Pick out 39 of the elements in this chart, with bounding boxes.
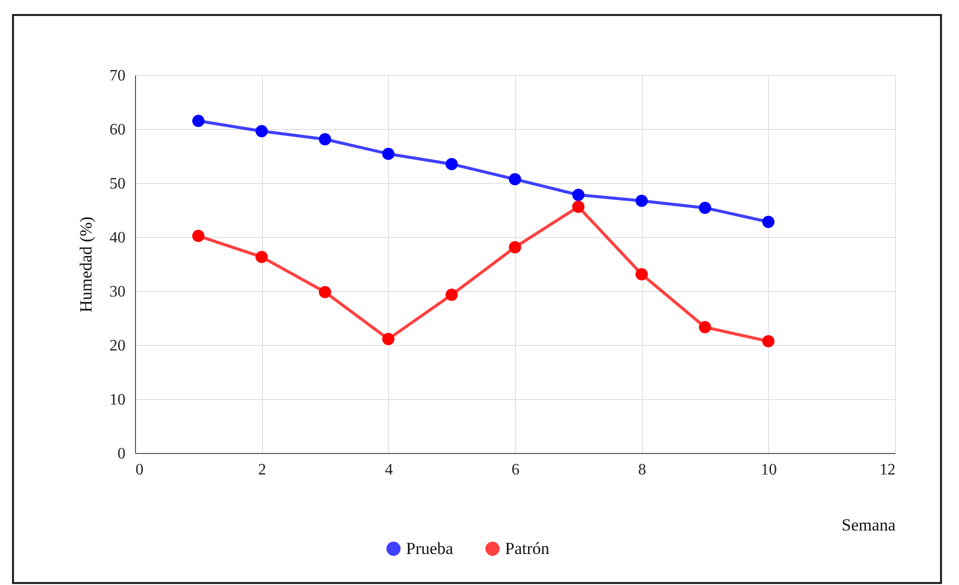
y-tick-label: 30 — [110, 284, 126, 300]
y-axis-title: Humedad (%) — [76, 216, 96, 312]
x-axis-title: Semana — [842, 516, 896, 534]
x-tick-label: 10 — [760, 462, 777, 478]
point — [698, 202, 712, 214]
point — [318, 133, 332, 146]
point — [382, 332, 394, 346]
y-tick-label: 0 — [118, 446, 126, 462]
point — [508, 173, 522, 186]
point — [636, 268, 648, 280]
point — [572, 188, 584, 201]
point — [256, 250, 268, 264]
point — [382, 148, 394, 160]
x-tick-label: 6 — [512, 462, 520, 478]
y-tick-label: 70 — [110, 68, 126, 84]
legend-label: Patrón — [505, 538, 550, 558]
y-tick-label: 10 — [110, 392, 126, 408]
point — [698, 321, 712, 334]
y-tick-label: 60 — [110, 122, 126, 138]
point — [762, 216, 774, 228]
x-tick-label: 8 — [638, 462, 646, 478]
x-tick-label: 2 — [258, 462, 266, 478]
legend-label: Prueba — [406, 538, 454, 558]
point — [446, 288, 458, 301]
x-tick-label: 4 — [384, 462, 393, 478]
point — [508, 241, 522, 254]
point — [762, 335, 774, 348]
point — [256, 125, 268, 138]
point — [572, 200, 584, 213]
x-tick-label: 0 — [136, 462, 144, 478]
y-tick-label: 40 — [110, 230, 126, 246]
point — [192, 230, 204, 242]
y-tick-label: 50 — [110, 176, 126, 192]
x-tick-label: 12 — [880, 462, 896, 478]
y-tick-label: 20 — [110, 338, 126, 354]
point — [192, 114, 204, 128]
point — [318, 286, 332, 298]
point — [636, 194, 648, 207]
point — [446, 158, 458, 170]
